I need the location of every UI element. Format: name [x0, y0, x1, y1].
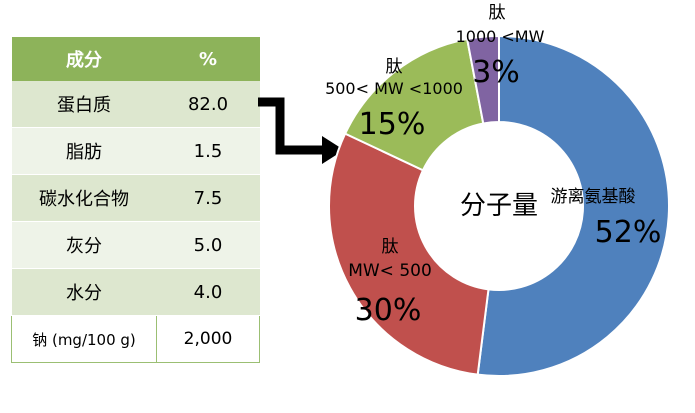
table-header-row: 成分 % [11, 37, 260, 81]
header-percent: % [156, 37, 260, 81]
row-name: 钠 (mg/100 g) [11, 315, 157, 363]
donut-slice [465, 34, 500, 125]
donut-slice [476, 34, 671, 377]
slice-percent-label: 52% [595, 215, 662, 250]
slice-percent-label: 3% [472, 55, 520, 90]
slice-sublabel: 500< MW <1000 [325, 79, 463, 98]
slice-sublabel: 1000 <MW [456, 27, 545, 46]
donut-center-label: 分子量 [460, 191, 538, 221]
slice-percent-label: 15% [359, 107, 426, 142]
row-value: 4.0 [156, 268, 260, 316]
row-name: 水分 [11, 268, 157, 316]
row-value: 7.5 [156, 174, 260, 222]
table-row: 蛋白质 82.0 [11, 81, 260, 128]
slice-name-label: 肽 [489, 3, 506, 23]
table-row: 钠 (mg/100 g) 2,000 [11, 315, 260, 363]
donut-slice [328, 132, 490, 376]
composition-table: 成分 % 蛋白质 82.0 脂肪 1.5 碳水化合物 7.5 灰分 5.0 水分… [11, 37, 260, 363]
row-name: 蛋白质 [11, 81, 157, 128]
row-name: 脂肪 [11, 127, 157, 175]
header-component: 成分 [11, 37, 157, 81]
slice-name-label: 游离氨基酸 [551, 187, 636, 207]
slice-sublabel: MW< 500 [348, 261, 432, 281]
arrow-icon [258, 97, 328, 155]
table-row: 水分 4.0 [11, 268, 260, 316]
row-value: 2,000 [156, 315, 260, 363]
slice-name-label: 肽 [386, 57, 403, 77]
slice-percent-label: 30% [355, 293, 422, 328]
table-row: 碳水化合物 7.5 [11, 174, 260, 222]
donut-slices [328, 34, 671, 377]
table-row: 灰分 5.0 [11, 221, 260, 269]
row-name: 灰分 [11, 221, 157, 269]
row-value: 82.0 [156, 81, 260, 128]
row-value: 5.0 [156, 221, 260, 269]
row-name: 碳水化合物 [11, 174, 157, 222]
slice-name-label: 肽 [382, 237, 399, 257]
arrow-head-icon [322, 136, 344, 164]
table-row: 脂肪 1.5 [11, 127, 260, 175]
row-value: 1.5 [156, 127, 260, 175]
donut-labels: 游离氨基酸 52% 肽 MW< 500 30% 肽 500< MW <1000 15% 肽 100… [325, 3, 661, 328]
